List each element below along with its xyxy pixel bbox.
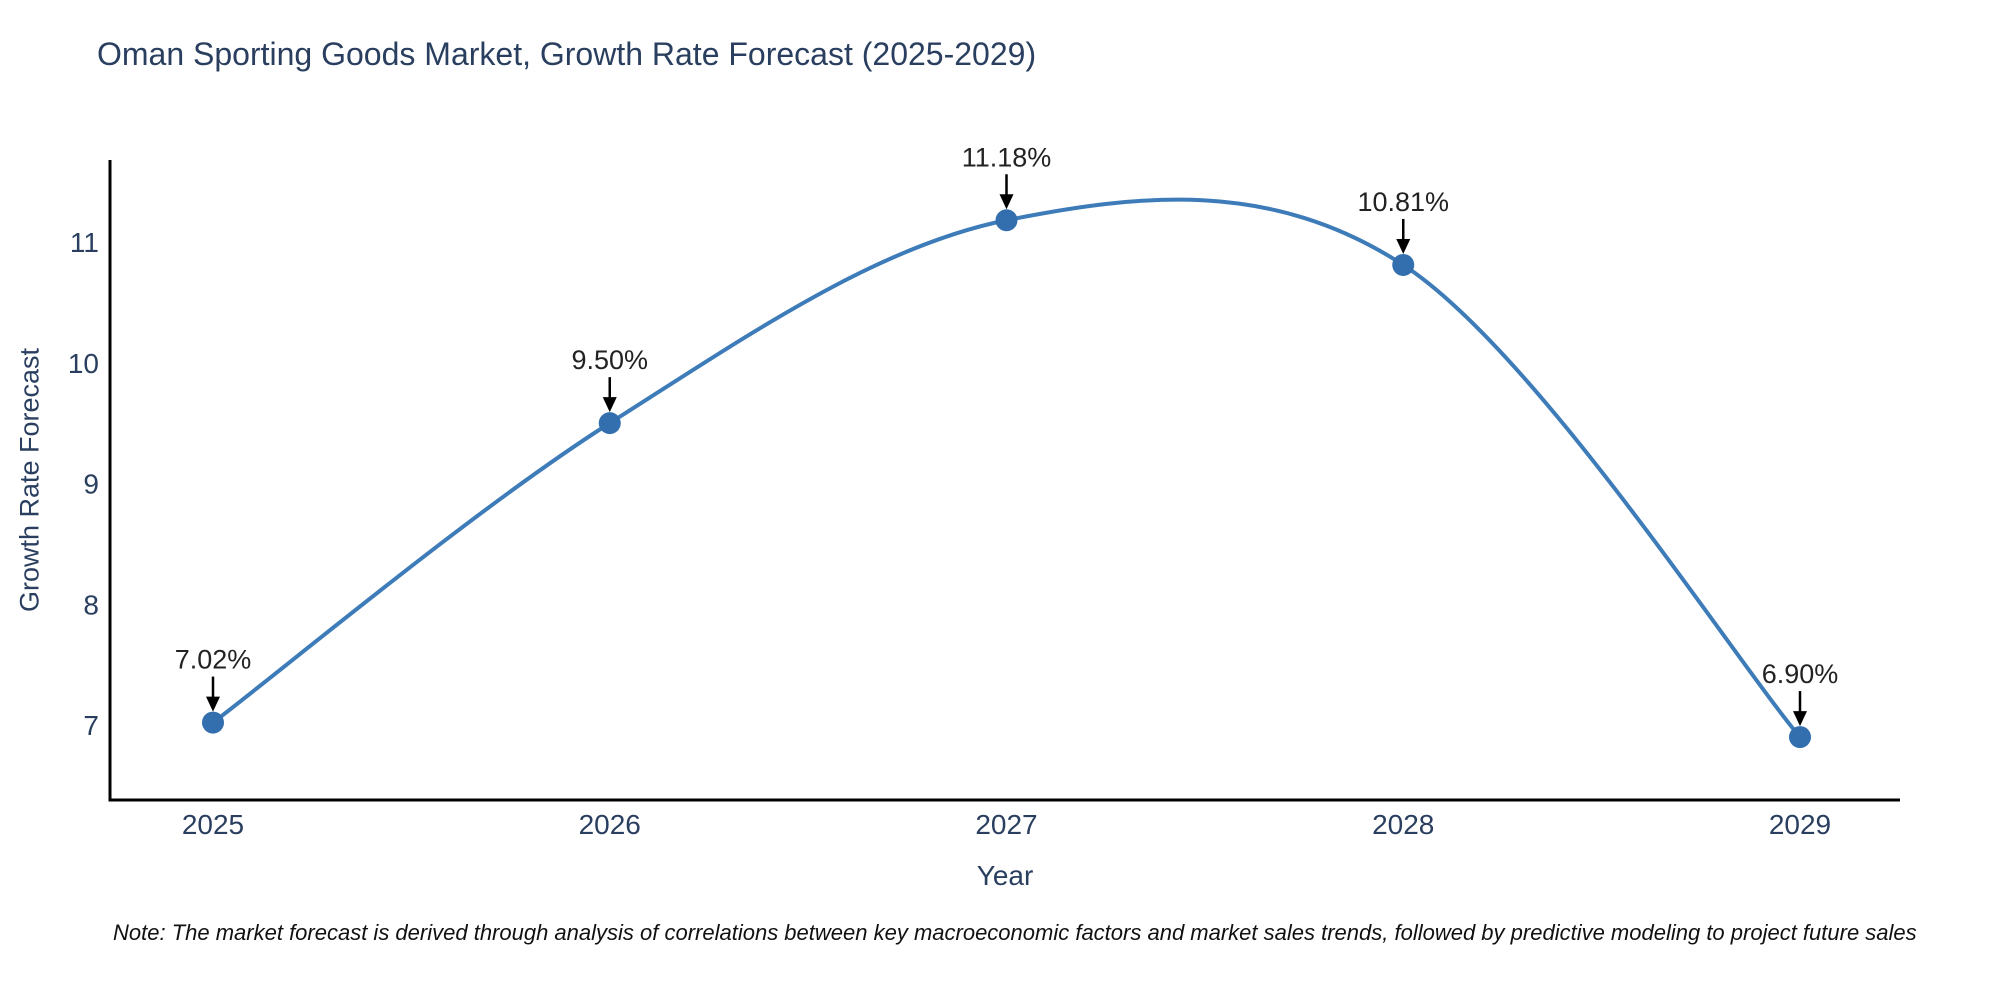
y-tick-label: 10 [68,348,99,379]
y-tick-label: 7 [83,710,99,741]
data-point [202,711,224,734]
x-tick-label: 2025 [182,809,244,840]
data-point [995,209,1018,232]
y-tick-label: 8 [83,589,99,620]
data-point-label: 7.02% [175,645,252,675]
x-tick-label: 2028 [1372,809,1434,840]
chart-title: Oman Sporting Goods Market, Growth Rate … [97,36,1037,72]
data-point-label: 10.81% [1357,187,1449,217]
x-axis-title: Year [976,860,1034,891]
data-point [1789,726,1811,749]
data-point-label: 9.50% [571,345,648,375]
x-tick-label: 2026 [579,809,641,840]
y-tick-label: 11 [70,227,99,258]
data-point [598,412,621,435]
annotation-arrow-head [1793,711,1807,727]
data-point-label: 6.90% [1762,659,1839,689]
x-tick-label: 2029 [1769,809,1831,840]
chart-footnote: Note: The market forecast is derived thr… [113,920,1917,945]
annotation-arrow-head [206,696,220,712]
axis-spines [108,160,1900,802]
forecast-line [211,197,1802,740]
data-point [1392,253,1415,276]
annotation-arrow-head [999,194,1014,210]
y-tick-label: 9 [83,469,99,500]
data-point-label: 11.18% [962,142,1052,172]
x-tick-label: 2027 [975,809,1037,840]
annotation-arrow-head [602,397,617,413]
annotation-arrow-head [1396,238,1411,254]
